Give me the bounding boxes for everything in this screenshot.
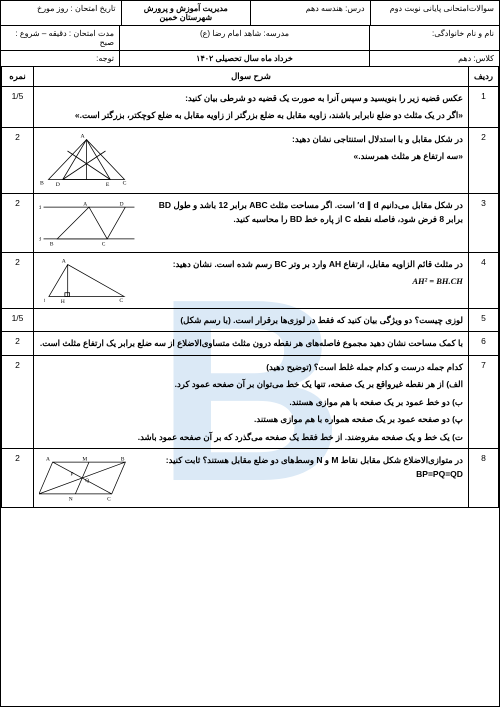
q-body: با کمک مساحت نشان دهید مجموع فاصله‌های ه… [34, 332, 469, 355]
subject-value: هندسه دهم [306, 4, 343, 13]
q-text: در شکل مقابل می‌دانیم d ∥ d′ است. اگر مس… [145, 198, 463, 227]
q-body: در شکل مقابل و با استدلال استنتاجی نشان … [34, 127, 469, 193]
q-body: در شکل مقابل می‌دانیم d ∥ d′ است. اگر مس… [34, 193, 469, 252]
col-no: ردیف [468, 67, 498, 87]
q-text: با کمک مساحت نشان دهید مجموع فاصله‌های ه… [39, 336, 463, 350]
svg-text:B: B [50, 241, 54, 247]
svg-text:A: A [83, 201, 87, 207]
q-no: 8 [468, 448, 498, 507]
col-score: نمره [2, 67, 34, 87]
school-value: شاهد امام رضا (ع) [200, 29, 261, 38]
questions-table: ردیف شرح سوال نمره 1عکس قضیه زیر را بنوی… [1, 67, 499, 508]
question-row: 1عکس قضیه زیر را بنویسید و سپس آنرا به ص… [2, 87, 499, 128]
svg-text:B: B [40, 180, 44, 186]
q-text: لوزی چیست؟ دو ویژگی بیان کنید که فقط در … [39, 313, 463, 327]
q-no: 3 [468, 193, 498, 252]
fig3-figure: A D B C d d′ [39, 198, 139, 248]
hdr-date: تاریخ امتحان : روز مورخ [1, 1, 121, 25]
q-text: در متوازی‌الاضلاع شکل مقابل نقاط M و N و… [145, 453, 463, 482]
q-score: 2 [2, 332, 34, 355]
svg-text:d: d [39, 205, 41, 211]
hdr-year: خرداد ماه سال تحصیلی ۱۴۰۲ [119, 51, 369, 66]
q-text: عکس قضیه زیر را بنویسید و سپس آنرا به صو… [39, 91, 463, 123]
svg-text:C: C [107, 496, 111, 502]
q-score: 2 [2, 355, 34, 448]
hdr-duration: مدت امتحان : دقیقه – شروع : صبح [1, 26, 119, 50]
fig4-figure: A B C H [39, 257, 129, 304]
q-score: 2 [2, 127, 34, 193]
date-suffix: روز مورخ [37, 4, 68, 13]
hdr-note: توجه: [1, 51, 119, 66]
q-score: 2 [2, 252, 34, 308]
date-label: تاریخ امتحان : [71, 4, 116, 13]
col-body: شرح سوال [34, 67, 469, 87]
school-label: مدرسه: [264, 29, 290, 38]
q-score: 1/5 [2, 308, 34, 331]
grade-value: دهم [458, 54, 471, 63]
svg-text:B: B [121, 456, 125, 462]
svg-text:M: M [82, 456, 87, 462]
q-no: 2 [468, 127, 498, 193]
question-row: 5 لوزی چیست؟ دو ویژگی بیان کنید که فقط در… [2, 308, 499, 331]
q-body: در متوازی‌الاضلاع شکل مقابل نقاط M و N و… [34, 448, 469, 507]
q-text: کدام جمله درست و کدام جمله غلط است؟ (توض… [39, 360, 463, 444]
svg-text:C: C [102, 241, 106, 247]
svg-text:E: E [106, 182, 110, 188]
svg-text:C: C [119, 298, 123, 304]
q-no: 5 [468, 308, 498, 331]
hdr-school: مدرسه: شاهد امام رضا (ع) [119, 26, 369, 50]
q-score: 2 [2, 193, 34, 252]
q-no: 4 [468, 252, 498, 308]
svg-text:A: A [80, 134, 85, 140]
subject-label: درس: [345, 4, 364, 13]
q-no: 1 [468, 87, 498, 128]
svg-text:H: H [61, 299, 65, 304]
hdr-title: سوالات‌امتحانی پایانی نوبت دوم [370, 1, 499, 25]
svg-text:Q: Q [85, 478, 89, 484]
svg-text:P: P [71, 472, 74, 478]
svg-text:N: N [69, 496, 73, 502]
q-text: در شکل مقابل و با استدلال استنتاجی نشان … [140, 132, 463, 164]
hdr-org: مدیریت آموزش و پرورش شهرستان خمین [121, 1, 250, 25]
grade-label: کلاس: [473, 54, 494, 63]
q-no: 7 [468, 355, 498, 448]
svg-text:d′: d′ [39, 237, 41, 243]
svg-text:B: B [44, 298, 45, 304]
hdr-student: نام و نام خانوادگی: [369, 26, 499, 50]
hdr-grade: کلاس: دهم [369, 51, 499, 66]
q-body: در مثلث قائم الزاویه مقابل، ارتفاع AH وا… [34, 252, 469, 308]
question-row: 6 با کمک مساحت نشان دهید مجموع فاصله‌های … [2, 332, 499, 355]
svg-text:A: A [46, 456, 50, 462]
hdr-subject: درس: هندسه دهم [250, 1, 370, 25]
q-text: در مثلث قائم الزاویه مقابل، ارتفاع AH وا… [135, 257, 463, 289]
q-body: عکس قضیه زیر را بنویسید و سپس آنرا به صو… [34, 87, 469, 128]
svg-text:C: C [123, 180, 127, 186]
svg-text:D: D [120, 201, 124, 207]
exam-header: سوالات‌امتحانی پایانی نوبت دوم درس: هندس… [1, 1, 499, 67]
q-body: لوزی چیست؟ دو ویژگی بیان کنید که فقط در … [34, 308, 469, 331]
svg-text:A: A [62, 259, 67, 265]
q-score: 2 [2, 448, 34, 507]
duration-label: مدت امتحان : [69, 29, 114, 38]
fig8-figure: AMB DNC PQ [39, 453, 139, 503]
fig2-figure: A B C D E [39, 132, 134, 189]
question-row: 4در مثلث قائم الزاویه مقابل، ارتفاع AH و… [2, 252, 499, 308]
question-row: 7کدام جمله درست و کدام جمله غلط است؟ (تو… [2, 355, 499, 448]
question-row: 3در شکل مقابل می‌دانیم d ∥ d′ است. اگر م… [2, 193, 499, 252]
question-row: 2در شکل مقابل و با استدلال استنتاجی نشان… [2, 127, 499, 193]
q-no: 6 [468, 332, 498, 355]
q-score: 1/5 [2, 87, 34, 128]
q-body: کدام جمله درست و کدام جمله غلط است؟ (توض… [34, 355, 469, 448]
question-row: 8در متوازی‌الاضلاع شکل مقابل نقاط M و N … [2, 448, 499, 507]
svg-text:D: D [56, 182, 60, 188]
